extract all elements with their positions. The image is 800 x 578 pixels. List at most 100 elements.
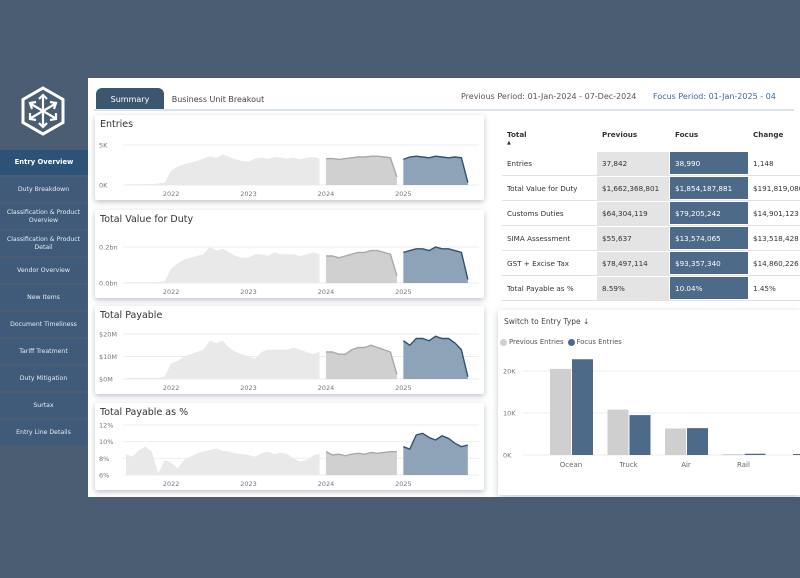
bar-air-previous xyxy=(665,428,686,455)
sidebar-item-entry-line-details[interactable]: Entry Line Details xyxy=(0,420,87,445)
y-tick-label: $10M xyxy=(99,353,117,361)
sidebar-item-classification-product-detail[interactable]: Classification & Product Detail xyxy=(0,231,87,256)
focus-period-line xyxy=(403,246,469,280)
bar-ocean-previous xyxy=(550,368,571,455)
bar-air-focus xyxy=(687,428,708,455)
x-tick-label: 2023 xyxy=(240,190,257,198)
x-tick-label: Air xyxy=(681,461,691,469)
sidebar-item-document-timeliness[interactable]: Document Timeliness xyxy=(0,312,87,337)
x-tick-label: 2024 xyxy=(318,190,335,198)
previous-period-area xyxy=(325,345,397,379)
change-value: $191,819,080 xyxy=(753,184,800,193)
col-change[interactable]: Change xyxy=(753,129,784,139)
entry-type-bar-chart: Switch to Entry Type ↓ Previous Entries … xyxy=(498,310,800,495)
x-tick-label: 2025 xyxy=(395,480,412,488)
bar-truck-previous xyxy=(607,409,629,455)
chart-title: Total Payable as % xyxy=(100,407,189,418)
y-tick-label: $20M xyxy=(99,331,117,339)
chart-title: Total Payable xyxy=(100,310,163,321)
chart-legend: Previous Entries Focus Entries xyxy=(500,338,622,346)
focus-period-area xyxy=(403,336,468,379)
sort-ascending-icon: ▲ xyxy=(507,140,511,146)
hexagon-arrows-logo-icon xyxy=(21,86,65,136)
previous-period-line xyxy=(325,450,397,457)
table-row: SIMA Assessment $55,637 $13,574,065 $13,518… xyxy=(502,227,800,251)
table-row: Entries 37,842 38,990 1,148 xyxy=(502,152,800,176)
total-payable-chart: Total Payable $0M $10M $20M 2022 2023 2024 2025 xyxy=(95,306,484,394)
y-tick-label: 12% xyxy=(99,422,113,430)
row-label: SIMA Assessment xyxy=(507,234,571,243)
row-label: Total Value for Duty xyxy=(507,184,578,193)
x-tick-label: 2022 xyxy=(163,288,180,296)
focus-value: $79,205,242 xyxy=(670,202,748,225)
change-value: 1,148 xyxy=(753,159,774,168)
x-tick-label: 2023 xyxy=(240,288,257,296)
focus-value: $13,574,065 xyxy=(670,227,748,250)
switch-to-entry-type-button[interactable]: Switch to Entry Type ↓ xyxy=(504,317,590,326)
y-tick-label: 0.0bn xyxy=(99,280,118,288)
chart-title: Total Value for Duty xyxy=(100,214,194,225)
y-tick-label: 0K xyxy=(99,182,108,190)
previous-value: $55,637 xyxy=(597,227,669,250)
col-previous[interactable]: Previous xyxy=(602,129,638,139)
row-label: Total Payable as % xyxy=(507,284,574,293)
table-row: Customs Duties $64,304,119 $79,205,242 $14,… xyxy=(502,202,800,226)
previous-period-area xyxy=(325,156,397,185)
legend-previous: Previous Entries xyxy=(500,338,564,346)
sidebar-item-new-items[interactable]: New Items xyxy=(0,285,87,310)
sidebar-item-vendor-overview[interactable]: Vendor Overview xyxy=(0,258,87,283)
bar-truck-focus xyxy=(629,415,651,455)
history-area xyxy=(126,247,320,283)
y-tick-label: 20K xyxy=(503,368,516,376)
entries-chart: Entries 0K 5K 2022 2023 2024 2025 xyxy=(95,115,484,200)
y-tick-label: 5K xyxy=(99,142,108,150)
sidebar-item-classification-product-overview[interactable]: Classification & Product Overview xyxy=(0,204,87,229)
previous-value: $1,662,368,801 xyxy=(597,177,669,200)
total-value-for-duty-chart: Total Value for Duty 0.0bn 0.2bn 2022 2023 20… xyxy=(95,210,484,298)
y-tick-label: 8% xyxy=(99,455,109,463)
sidebar-item-surtax[interactable]: Surtax xyxy=(0,393,87,418)
x-tick-label: 2024 xyxy=(318,288,335,296)
previous-period-area xyxy=(325,451,397,475)
sidebar-item-duty-breakdown[interactable]: Duty Breakdown xyxy=(0,177,87,202)
tab-divider xyxy=(94,109,794,111)
x-tick-label: 2024 xyxy=(318,480,335,488)
x-tick-label: 2024 xyxy=(318,384,335,392)
report-canvas: Summary Business Unit Breakout Previous … xyxy=(88,78,800,497)
chart-title: Entries xyxy=(100,119,134,130)
legend-dot-icon xyxy=(500,338,507,346)
sidebar-item-tariff-treatment[interactable]: Tariff Treatment xyxy=(0,339,87,364)
sidebar-item-duty-mitigation[interactable]: Duty Mitigation xyxy=(0,366,87,391)
y-tick-label: 6% xyxy=(99,472,109,480)
focus-period-area xyxy=(403,433,468,475)
x-tick-label: Rail xyxy=(737,461,750,469)
change-value: 1.45% xyxy=(753,284,776,293)
y-tick-label: 10K xyxy=(503,410,516,418)
x-tick-label: Truck xyxy=(618,461,638,469)
previous-period-line xyxy=(325,249,398,277)
x-tick-label: Ocean xyxy=(560,461,582,469)
y-tick-label: 10% xyxy=(99,438,113,446)
previous-period-area xyxy=(325,250,397,283)
row-label: Customs Duties xyxy=(507,209,564,218)
col-total[interactable]: Total ▲ xyxy=(502,116,594,152)
table-header: Total ▲ Previous Focus Change xyxy=(502,116,800,152)
tab-summary[interactable]: Summary xyxy=(96,88,164,110)
focus-value: $1,854,187,881 xyxy=(670,177,748,200)
tab-business-unit-breakout[interactable]: Business Unit Breakout xyxy=(171,94,265,104)
focus-period-line xyxy=(403,155,469,183)
history-area xyxy=(126,446,320,475)
bar-rail-focus xyxy=(744,453,766,455)
x-tick-label: 2023 xyxy=(240,384,257,392)
x-tick-label: 2025 xyxy=(395,190,412,198)
row-label: Entries xyxy=(507,159,533,168)
bar-partial xyxy=(793,454,800,455)
previous-period-label: Previous Period: 01-Jan-2024 - 07-Dec-20… xyxy=(461,92,637,101)
table-row: GST + Excise Tax $78,497,114 $93,357,340 $1… xyxy=(502,252,800,276)
sidebar-item-entry-overview[interactable]: Entry Overview xyxy=(0,150,88,175)
legend-focus: Focus Entries xyxy=(567,338,622,346)
focus-period-area xyxy=(403,247,468,283)
col-focus[interactable]: Focus xyxy=(675,129,699,139)
change-value: $14,860,226 xyxy=(753,259,799,268)
table-row: Total Payable as % 8.59% 10.04% 1.45% xyxy=(502,277,800,301)
